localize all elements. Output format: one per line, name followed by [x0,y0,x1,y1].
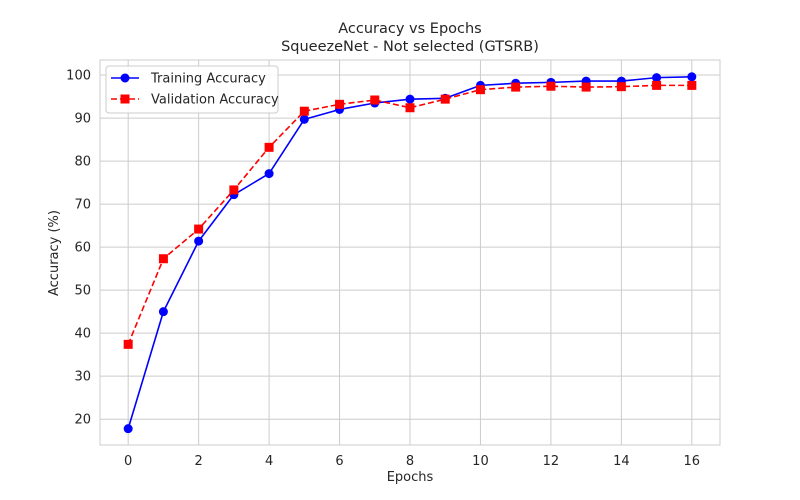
data-point [581,82,591,92]
data-point [405,103,415,113]
x-tick-label: 6 [335,454,343,469]
series-validation [123,80,697,349]
data-point [405,94,415,104]
data-point [123,424,133,434]
legend: Training Accuracy Validation Accuracy [105,65,279,114]
data-point [194,236,204,246]
data-point [264,169,274,179]
data-point [440,94,450,104]
legend-entry: Validation Accuracy [111,93,279,108]
x-tick-label: 14 [613,454,630,469]
data-point [123,339,133,349]
legend-entry: Training Accuracy [111,72,266,87]
y-tick-label: 60 [74,241,91,256]
data-point [299,114,309,124]
y-tick-label: 40 [74,327,91,342]
legend-marker [120,73,130,83]
data-point [158,307,168,317]
x-tick-label: 8 [406,454,414,469]
plot-frame [99,59,721,446]
y-axis-label: Accuracy (%) [47,210,62,296]
y-tick-label: 30 [74,370,91,385]
x-tick-label: 0 [124,454,132,469]
x-tick-label: 4 [265,454,273,469]
legend-label: Validation Accuracy [151,93,279,108]
series [123,72,697,434]
data-point [264,142,274,152]
x-tick-label: 10 [472,454,489,469]
x-tick-label: 16 [684,454,701,469]
series-line [127,84,692,345]
x-tick-label: 2 [194,454,202,469]
data-point [652,73,662,83]
y-tick-label: 100 [66,69,91,84]
y-tick-label: 50 [74,284,91,299]
x-tick-label: 12 [543,454,560,469]
data-point [616,82,626,92]
data-point [546,81,556,91]
tick-labels: 0 2 4 6 8 10 12 14 16 20 30 40 50 60 70 80 90 100 [66,69,700,469]
data-point [370,95,380,105]
data-point [194,224,204,234]
chart-subtitle: SqueezeNet - Not selected (GTSRB) [281,39,539,55]
y-tick-label: 70 [74,198,91,213]
data-point [475,85,485,95]
grid [100,60,720,445]
chart-title: Accuracy vs Epochs [338,21,482,37]
y-tick-label: 90 [74,112,91,127]
legend-label: Training Accuracy [150,72,266,87]
data-point [687,80,697,90]
data-point [299,106,309,116]
y-tick-label: 20 [74,413,91,428]
data-point [158,254,168,264]
data-point [652,80,662,90]
data-point [229,185,239,195]
x-axis-label: Epochs [387,470,434,485]
legend-box [105,65,279,114]
data-point [511,82,521,92]
data-point [687,72,697,82]
y-tick-label: 80 [74,155,91,170]
data-point [335,99,345,109]
legend-marker [120,94,130,104]
